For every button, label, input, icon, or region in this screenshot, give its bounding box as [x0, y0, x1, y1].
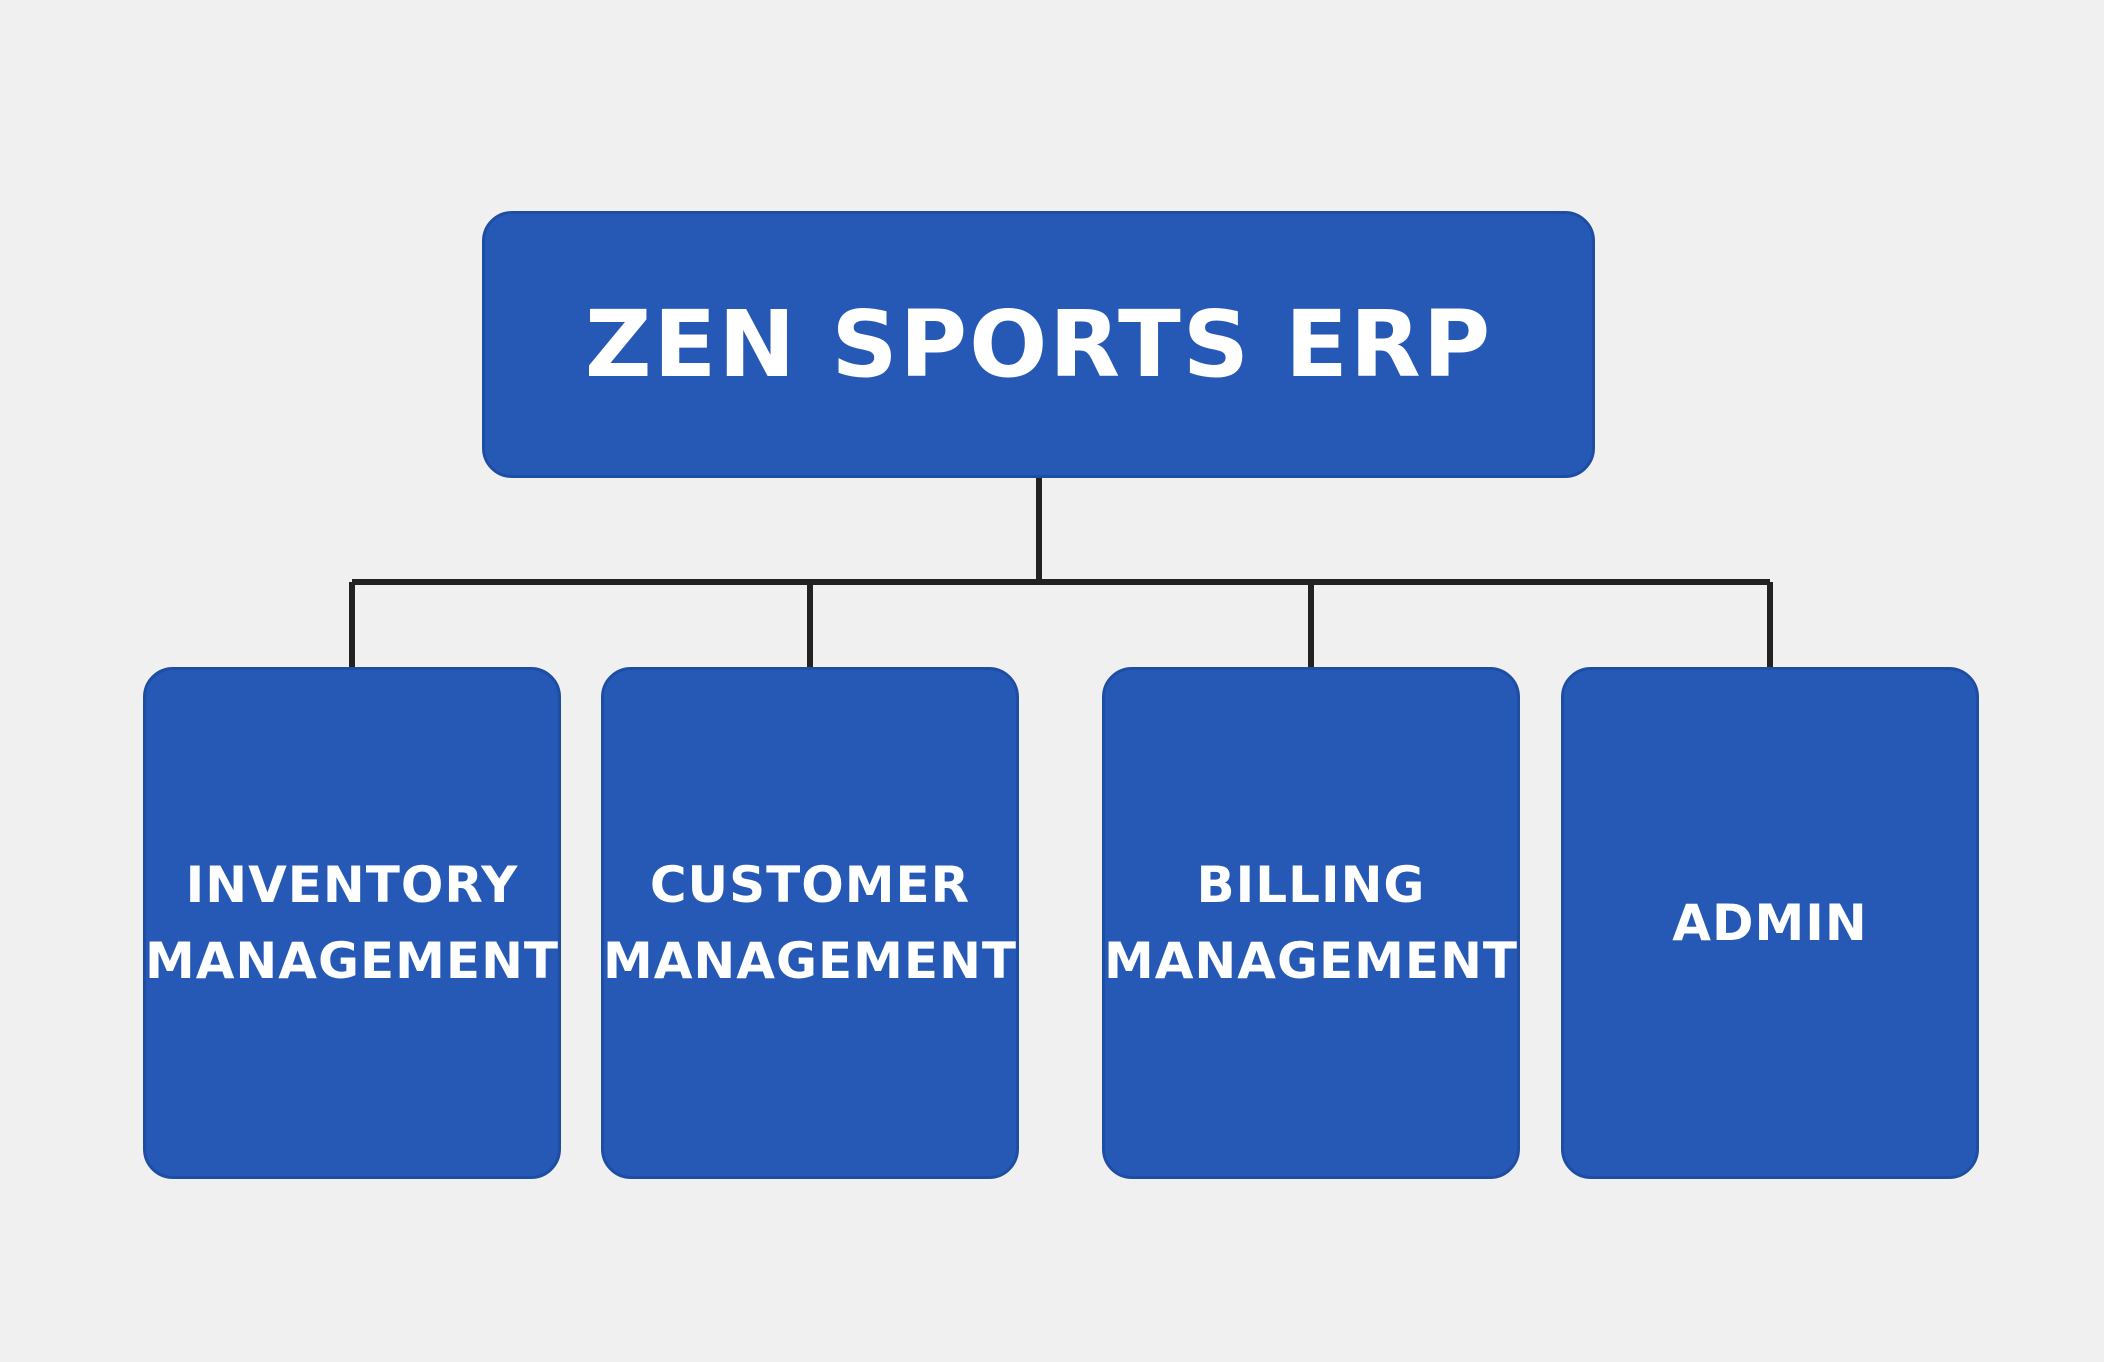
- module-label-line2: MANAGEMENT: [602, 932, 1018, 990]
- module-node-billing-management: BILLING MANAGEMENT: [1102, 667, 1520, 1179]
- module-node-admin: ADMIN: [1561, 667, 1979, 1179]
- module-label-line2: MANAGEMENT: [1103, 932, 1519, 990]
- root-node-zen-sports-erp: ZEN SPORTS ERP: [482, 211, 1595, 478]
- module-node-customer-management: CUSTOMER MANAGEMENT: [601, 667, 1019, 1179]
- module-label-line1: BILLING: [1196, 856, 1426, 914]
- root-node-label: ZEN SPORTS ERP: [584, 291, 1493, 398]
- module-label-line1: CUSTOMER: [649, 856, 971, 914]
- module-node-inventory-management: INVENTORY MANAGEMENT: [143, 667, 561, 1179]
- module-label-line1: ADMIN: [1672, 894, 1868, 952]
- module-label-line1: INVENTORY: [185, 856, 519, 914]
- module-label-line2: MANAGEMENT: [144, 932, 560, 990]
